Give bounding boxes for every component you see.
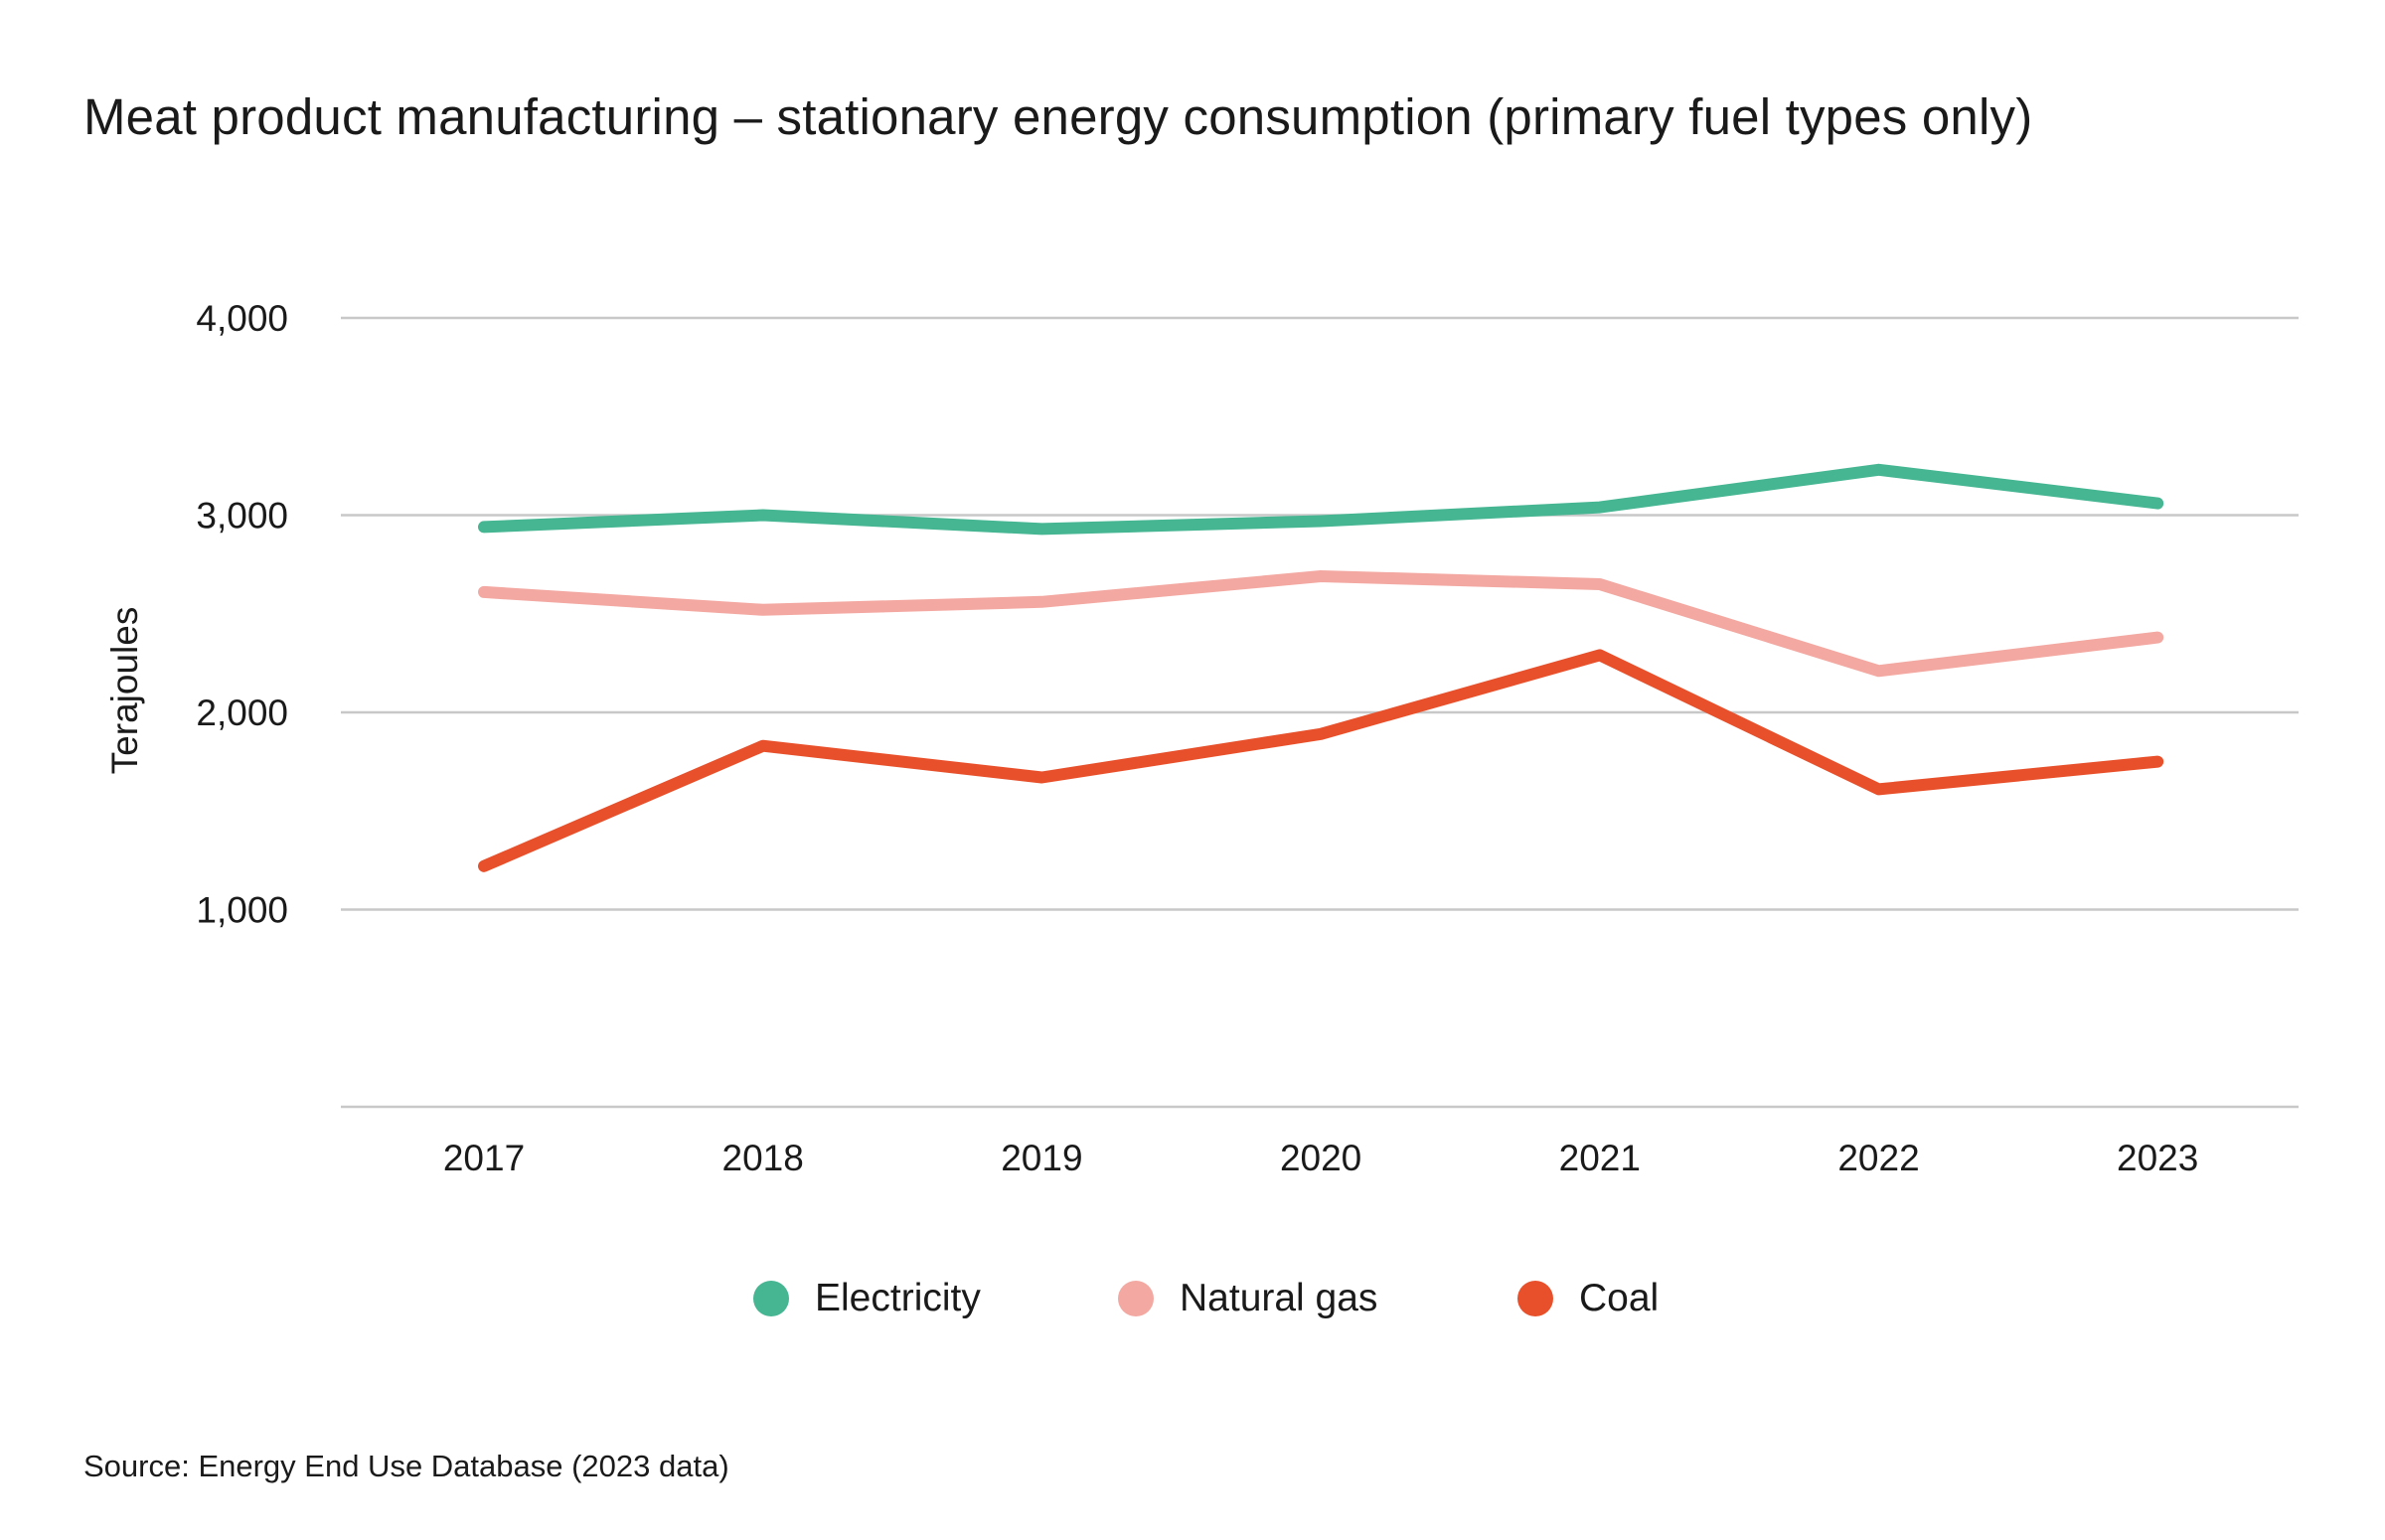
legend-label-coal: Coal <box>1579 1277 1660 1319</box>
x-tick-label: 2021 <box>1559 1138 1641 1178</box>
legend-label-natural-gas: Natural gas <box>1180 1277 1378 1319</box>
y-tick-label: 4,000 <box>196 298 288 339</box>
x-tick-label: 2022 <box>1837 1138 1919 1178</box>
x-axis-ticks: 2017 2018 2019 2020 2021 2022 2023 <box>443 1138 2199 1178</box>
series-lines <box>478 463 2164 872</box>
series-line-coal <box>478 649 2164 872</box>
x-tick-label: 2018 <box>722 1138 804 1178</box>
series-line-electricity <box>478 463 2164 536</box>
legend: Electricity Natural gas Coal <box>0 1274 2385 1323</box>
y-tick-label: 1,000 <box>196 890 288 931</box>
x-tick-label: 2023 <box>2117 1138 2198 1178</box>
y-tick-label: 2,000 <box>196 693 288 733</box>
legend-item-natural-gas: Natural gas <box>1118 1274 1377 1323</box>
source-note: Source: Energy End Use Database (2023 da… <box>83 1449 729 1483</box>
legend-label-electricity: Electricity <box>815 1277 981 1319</box>
y-tick-label: 3,000 <box>196 496 288 537</box>
chart-title: Meat product manufacturing – stationary … <box>83 88 2033 145</box>
grid-lines <box>341 316 2299 1109</box>
legend-item-coal: Coal <box>1517 1274 1659 1323</box>
legend-swatch-coal <box>1517 1281 1553 1316</box>
x-tick-label: 2019 <box>1001 1138 1082 1178</box>
legend-item-electricity: Electricity <box>753 1274 981 1323</box>
legend-swatch-natural-gas <box>1118 1281 1154 1316</box>
legend-swatch-electricity <box>753 1281 789 1316</box>
series-line-natural-gas <box>478 570 2164 678</box>
y-axis-title: Terajoules <box>104 607 145 775</box>
x-tick-label: 2020 <box>1280 1138 1361 1178</box>
y-axis-ticks: 1,000 2,000 3,000 4,000 <box>196 298 288 931</box>
x-tick-label: 2017 <box>443 1138 525 1178</box>
